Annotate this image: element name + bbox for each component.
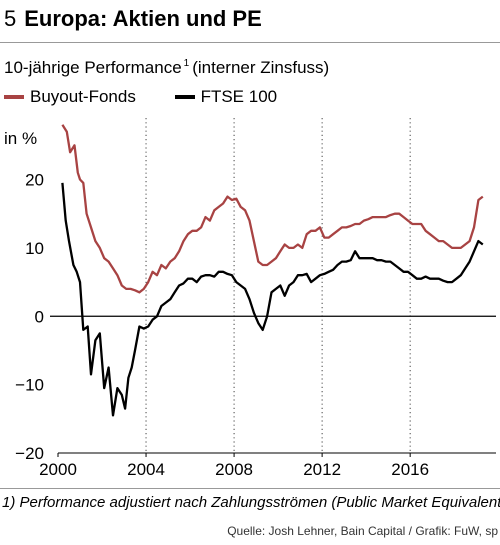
legend-label-ftse: FTSE 100: [200, 87, 278, 106]
series-lines: [61, 124, 484, 417]
source-credit: Quelle: Josh Lehner, Bain Capital / Graf…: [227, 524, 498, 538]
figure-number: 5: [4, 6, 17, 31]
legend-item-ftse: FTSE 100: [174, 87, 278, 107]
y-tick-label--10: −10: [15, 376, 44, 395]
y-tick-label--20: −20: [15, 444, 44, 463]
legend: Buyout-Fonds FTSE 100: [4, 84, 311, 107]
vertical-gridlines: [145, 118, 411, 453]
series-line-ftse-100: [61, 182, 484, 417]
x-tick-label-2012: 2012: [303, 460, 341, 479]
chart-title: 5 Europa: Aktien und PE: [4, 6, 262, 32]
subtitle-footnote-mark: 1: [183, 58, 190, 69]
chart-subtitle: 10-jährige Performance 1 (interner Zinsfus…: [4, 58, 329, 78]
legend-swatch-buyout: [4, 95, 24, 99]
subtitle-suffix: (interner Zinsfuss): [192, 58, 330, 77]
y-tick-label-10: 10: [25, 239, 44, 258]
legend-swatch-ftse: [174, 95, 195, 99]
legend-label-buyout: Buyout-Fonds: [30, 87, 136, 106]
y-axis-ticks: −20 −10 0 10 20: [15, 171, 44, 463]
x-tick-label-2016: 2016: [391, 460, 429, 479]
y-axis-label: in %: [4, 129, 37, 148]
figure-title: Europa: Aktien und PE: [24, 6, 262, 31]
series-line-buyout-fonds: [61, 124, 484, 294]
subtitle-text: 10-jährige Performance: [4, 58, 182, 77]
y-tick-label-20: 20: [25, 171, 44, 190]
x-axis-ticks: 2000 2004 2008 2012 2016: [39, 453, 429, 479]
x-tick-label-2008: 2008: [215, 460, 253, 479]
x-tick-label-2004: 2004: [127, 460, 165, 479]
footnote: 1) Performance adjustiert nach Zahlungss…: [2, 494, 500, 511]
y-tick-label-0: 0: [35, 307, 44, 326]
x-tick-label-2000: 2000: [39, 460, 77, 479]
legend-item-buyout: Buyout-Fonds: [4, 87, 136, 107]
footnote-rule: [0, 488, 500, 489]
title-rule: [0, 42, 500, 43]
